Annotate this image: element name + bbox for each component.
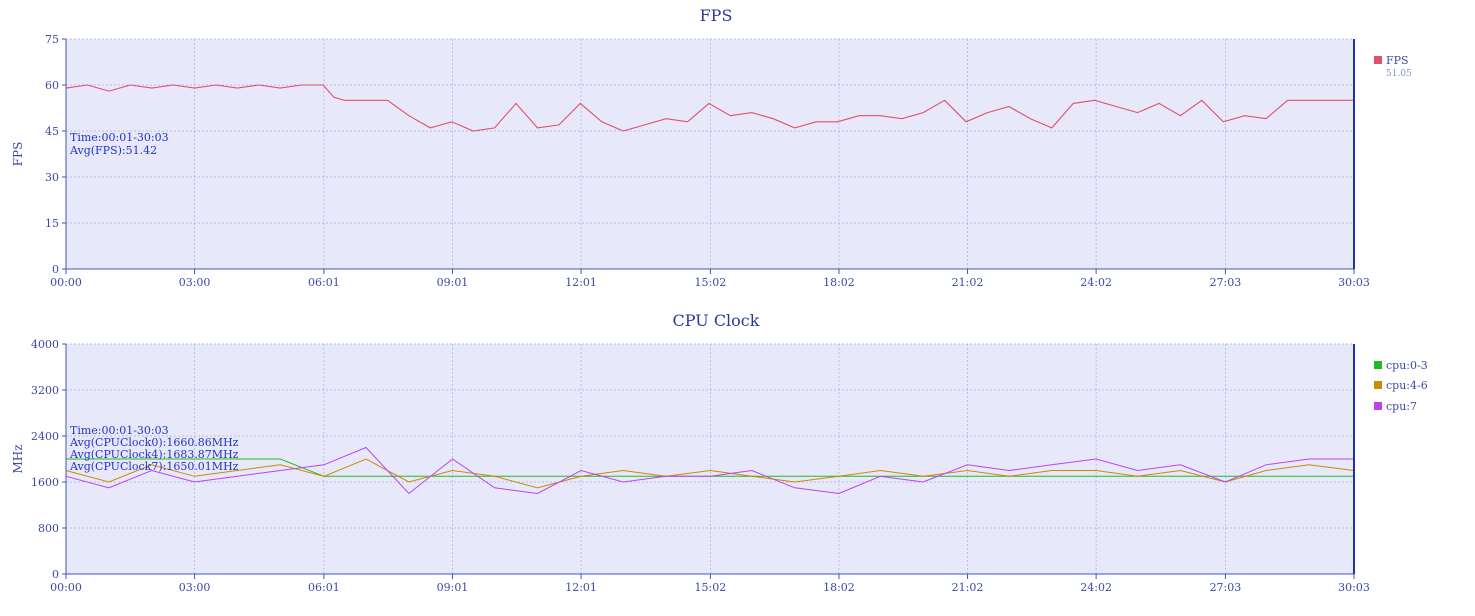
cpu-annotation-avg-0: Avg(CPUClock0):1660.86MHz [69, 436, 239, 449]
cpu-gridlines [66, 343, 1354, 574]
fps-chart-title: FPS [700, 6, 733, 25]
fps-legend-label: FPS [1386, 54, 1409, 67]
cpu-x-tick-label: 03:00 [179, 581, 211, 594]
cpu-x-tick-label: 15:02 [695, 581, 727, 594]
cpu-x-tick-label: 12:01 [565, 581, 597, 594]
cpu-legend-swatch-7 [1374, 402, 1382, 410]
fps-x-tick-label: 15:02 [695, 276, 727, 289]
fps-plot-area [66, 39, 1354, 269]
fps-x-tick-label: 30:03 [1338, 276, 1370, 289]
cpu-y-tick-labels: 0 800 1600 2400 3200 4000 [31, 338, 66, 581]
fps-annotation-avg: Avg(FPS):51.42 [69, 144, 157, 157]
fps-gridlines [66, 38, 1354, 269]
cpu-x-tick-label: 30:03 [1338, 581, 1370, 594]
cpu-legend-label-0-3: cpu:0-3 [1386, 359, 1428, 372]
cpu-series-4-6-line [65, 458, 1355, 489]
cpu-annotation-avg-4: Avg(CPUClock4):1683.87MHz [69, 448, 239, 461]
cpu-annotation-avg-7: Avg(CPUClock7):1650.01MHz [69, 460, 239, 473]
cpu-x-tick-label: 09:01 [437, 581, 469, 594]
fps-x-tick-labels: 00:00 03:00 06:01 09:01 12:01 15:02 18:02 21:02… [50, 269, 1370, 289]
fps-legend-swatch [1374, 56, 1382, 64]
fps-x-tick-label: 18:02 [823, 276, 855, 289]
cpu-legend-swatch-4-6 [1374, 381, 1382, 389]
fps-y-tick-label: 60 [45, 79, 59, 92]
fps-series-line [65, 84, 1354, 132]
cpu-y-tick-label: 4000 [31, 338, 59, 351]
fps-x-tick-label: 09:01 [437, 276, 469, 289]
cpu-x-tick-label: 24:02 [1080, 581, 1112, 594]
cpu-legend-label-4-6: cpu:4-6 [1386, 379, 1428, 392]
fps-y-tick-label: 45 [45, 125, 59, 138]
cpu-x-tick-label: 27:03 [1210, 581, 1242, 594]
cpu-y-tick-label: 0 [52, 568, 59, 581]
cpu-clock-chart: CPU Clock 0 800 1600 2400 3200 4000 00:00 03:0… [11, 311, 1428, 594]
fps-x-tick-label: 27:03 [1210, 276, 1242, 289]
fps-y-tick-label: 0 [52, 263, 59, 276]
fps-x-tick-label: 06:01 [308, 276, 340, 289]
cpu-y-tick-label: 1600 [31, 476, 59, 489]
fps-y-tick-label: 75 [45, 33, 59, 46]
fps-chart: FPS 0 15 30 45 60 75 00:00 03:00 06:01 09:01 12:0… [11, 6, 1412, 289]
cpu-y-tick-label: 2400 [31, 430, 59, 443]
cpu-x-tick-label: 21:02 [952, 581, 984, 594]
cpu-x-tick-label: 18:02 [823, 581, 855, 594]
fps-x-tick-label: 12:01 [565, 276, 597, 289]
cpu-x-tick-labels: 00:00 03:00 06:01 09:01 12:01 15:02 18:02 21:02… [50, 574, 1370, 594]
cpu-x-tick-label: 06:01 [308, 581, 340, 594]
cpu-legend-swatch-0-3 [1374, 361, 1382, 369]
cpu-y-tick-label: 800 [38, 522, 59, 535]
fps-annotation-time: Time:00:01-30:03 [70, 131, 169, 144]
fps-x-tick-label: 00:00 [50, 276, 82, 289]
fps-y-tick-label: 30 [45, 171, 59, 184]
cpu-y-axis-label: MHz [11, 444, 25, 473]
cpu-y-tick-label: 3200 [31, 384, 59, 397]
cpu-chart-title: CPU Clock [673, 311, 760, 330]
cpu-legend-label-7: cpu:7 [1386, 400, 1417, 413]
fps-x-tick-label: 03:00 [179, 276, 211, 289]
fps-legend-value: 51.05 [1386, 69, 1412, 79]
fps-x-tick-label: 21:02 [952, 276, 984, 289]
cpu-series-7-line [65, 446, 1354, 495]
fps-y-tick-labels: 0 15 30 45 60 75 [45, 33, 66, 276]
cpu-x-tick-label: 00:00 [50, 581, 82, 594]
cpu-annotation-time: Time:00:01-30:03 [70, 424, 169, 437]
fps-x-tick-label: 24:02 [1080, 276, 1112, 289]
fps-y-tick-label: 15 [45, 217, 59, 230]
fps-y-axis-label: FPS [11, 142, 25, 167]
